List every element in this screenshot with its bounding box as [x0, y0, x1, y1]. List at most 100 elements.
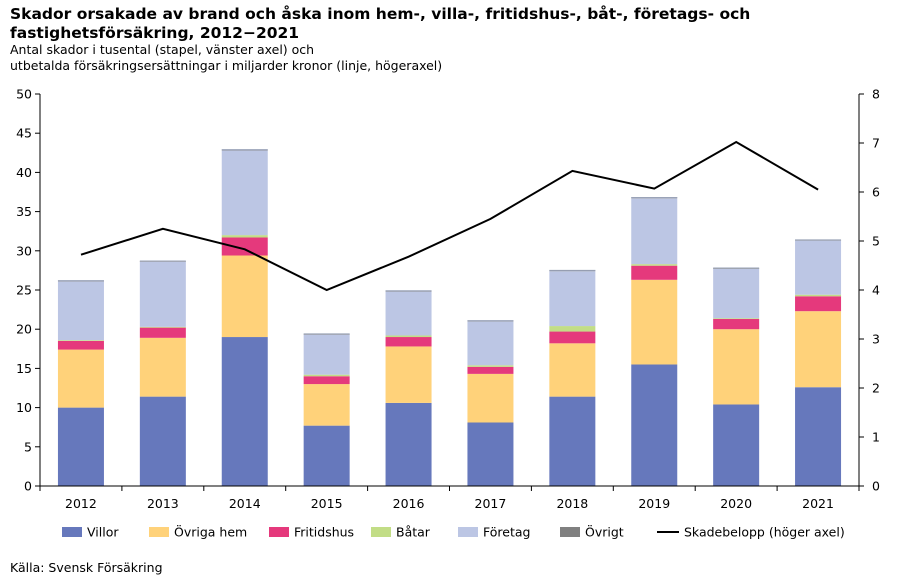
bar-villor-2019 — [631, 364, 678, 486]
bar-övriga-hem-2019 — [631, 279, 678, 365]
bar-övriga-hem-2017 — [467, 373, 514, 423]
legend-label-övrigt: Övrigt — [585, 524, 624, 540]
y-tick-label-0: 0 — [24, 479, 32, 494]
y-tick-label-20: 20 — [16, 322, 32, 337]
bar-villor-2017 — [467, 422, 514, 486]
y-tick-label-45: 45 — [16, 126, 32, 141]
bar-företag-2013 — [139, 261, 186, 327]
x-tick-label-2014: 2014 — [229, 496, 261, 511]
legend-label-båtar: Båtar — [396, 525, 431, 540]
bar-båtar-2018 — [549, 326, 596, 332]
x-tick-label-2018: 2018 — [556, 496, 588, 511]
bar-båtar-2016 — [385, 335, 432, 338]
bar-båtar-2015 — [303, 374, 350, 377]
bar-övriga-hem-2015 — [303, 384, 350, 426]
line-layer — [80, 140, 819, 292]
bar-företag-2020 — [713, 268, 760, 319]
bar-villor-2016 — [385, 402, 432, 486]
y2-tick-label-3: 3 — [872, 332, 880, 347]
bar-båtar-2019 — [631, 264, 678, 266]
x-tick-label-2017: 2017 — [475, 496, 507, 511]
legend-label-övriga-hem: Övriga hem — [174, 524, 247, 540]
bar-båtar-2017 — [467, 365, 514, 367]
y-tick-label-10: 10 — [16, 400, 32, 415]
bar-fritidshus-2018 — [549, 331, 596, 344]
legend-swatch-villor — [62, 527, 82, 537]
bar-övriga-hem-2021 — [795, 311, 842, 388]
legend-swatch-övrigt — [560, 527, 580, 537]
y-tick-label-30: 30 — [16, 243, 32, 258]
bar-företag-2017 — [467, 321, 514, 366]
bar-övriga-hem-2018 — [549, 343, 596, 397]
bar-båtar-2014 — [221, 235, 268, 238]
y-tick-label-25: 25 — [16, 283, 32, 298]
bar-övriga-hem-2014 — [221, 255, 268, 338]
bar-villor-2021 — [795, 387, 842, 486]
bar-fritidshus-2014 — [221, 237, 268, 256]
bar-fritidshus-2016 — [385, 337, 432, 347]
x-tick-label-2021: 2021 — [802, 496, 834, 511]
bar-villor-2012 — [57, 407, 104, 486]
bar-fritidshus-2013 — [139, 327, 186, 338]
bar-villor-2015 — [303, 425, 350, 486]
y2-tick-label-7: 7 — [872, 136, 880, 151]
bar-fritidshus-2020 — [713, 319, 760, 330]
y2-tick-label-2: 2 — [872, 381, 880, 396]
legend: Villor Övriga hem Fritidshus Båtar Företag Öv… — [62, 524, 845, 540]
legend-label-fritidshus: Fritidshus — [294, 525, 354, 540]
bar-båtar-2012 — [57, 340, 104, 341]
legend-label-skadebelopp: Skadebelopp (höger axel) — [684, 525, 845, 540]
legend-swatch-båtar — [371, 527, 391, 537]
bar-övriga-hem-2013 — [139, 337, 186, 397]
x-tick-label-2012: 2012 — [65, 496, 97, 511]
legend-swatch-fritidshus — [269, 527, 289, 537]
bar-båtar-2020 — [713, 318, 760, 320]
y2-tick-label-0: 0 — [872, 479, 880, 494]
x-tick-label-2020: 2020 — [720, 496, 752, 511]
chart-subtitle: Antal skador i tusental (stapel, vänster… — [10, 42, 880, 74]
bar-fritidshus-2019 — [631, 265, 678, 280]
bar-villor-2020 — [713, 404, 760, 486]
legend-label-företag: Företag — [483, 525, 530, 540]
bars-layer — [57, 149, 842, 486]
y-tick-label-50: 50 — [16, 87, 32, 102]
bar-företag-2018 — [549, 271, 596, 327]
bar-villor-2013 — [139, 396, 186, 486]
bar-företag-2015 — [303, 334, 350, 375]
y-tick-label-35: 35 — [16, 204, 32, 219]
line-skadebelopp — [80, 140, 819, 292]
bar-båtar-2021 — [795, 294, 842, 297]
bar-fritidshus-2015 — [303, 376, 350, 385]
bar-företag-2012 — [57, 281, 104, 341]
bar-företag-2019 — [631, 198, 678, 265]
subtitle-line-1: Antal skador i tusental (stapel, vänster… — [10, 42, 315, 57]
bar-företag-2014 — [221, 150, 268, 236]
bar-villor-2018 — [549, 396, 596, 486]
chart-title: Skador orsakade av brand och åska inom h… — [10, 5, 751, 42]
bar-fritidshus-2012 — [57, 340, 104, 350]
y2-tick-label-8: 8 — [872, 87, 880, 102]
source-note: Källa: Svensk Försäkring — [10, 560, 163, 575]
y-tick-label-40: 40 — [16, 165, 32, 180]
y-tick-label-5: 5 — [24, 439, 32, 454]
bar-företag-2016 — [385, 291, 432, 336]
bar-övriga-hem-2016 — [385, 346, 432, 403]
legend-swatch-företag — [458, 527, 478, 537]
legend-swatch-övriga-hem — [149, 527, 169, 537]
bar-fritidshus-2021 — [795, 296, 842, 312]
y2-tick-label-5: 5 — [872, 234, 880, 249]
y2-tick-label-4: 4 — [872, 283, 880, 298]
x-tick-label-2013: 2013 — [147, 496, 179, 511]
y2-tick-label-6: 6 — [872, 185, 880, 200]
y-tick-label-15: 15 — [16, 361, 32, 376]
x-tick-label-2015: 2015 — [311, 496, 343, 511]
bar-företag-2021 — [795, 240, 842, 295]
x-tick-label-2019: 2019 — [638, 496, 670, 511]
subtitle-line-2: utbetalda försäkringsersättningar i milj… — [10, 58, 443, 73]
legend-label-villor: Villor — [87, 525, 119, 540]
bar-övriga-hem-2020 — [713, 329, 760, 405]
bar-villor-2014 — [221, 337, 268, 486]
bar-fritidshus-2017 — [467, 366, 514, 374]
